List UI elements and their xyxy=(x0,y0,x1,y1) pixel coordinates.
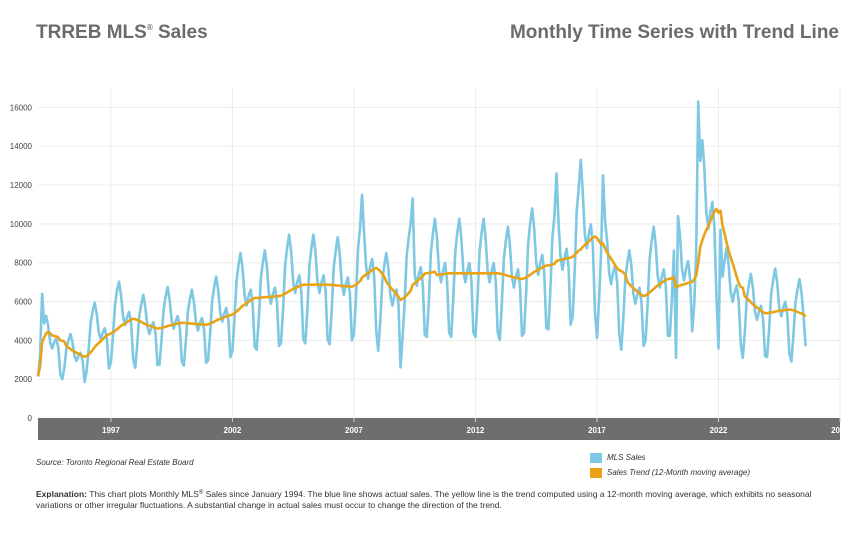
legend-item-sales: MLS Sales xyxy=(590,450,750,465)
legend-item-trend: Sales Trend (12-Month moving average) xyxy=(590,465,750,480)
y-tick-label: 10000 xyxy=(10,220,33,229)
y-tick-label: 6000 xyxy=(14,298,32,307)
y-tick-label: 4000 xyxy=(14,336,32,345)
explanation-note: Explanation: This chart plots Monthly ML… xyxy=(36,489,812,510)
x-axis: 1997 2002 2007 2012 2017 2022 2027 xyxy=(102,418,849,435)
legend: MLS Sales Sales Trend (12-Month moving a… xyxy=(590,450,750,480)
x-tick-label: 2012 xyxy=(467,426,485,435)
legend-swatch-sales xyxy=(590,452,602,463)
y-tick-label: 2000 xyxy=(14,375,32,384)
y-tick-label: 14000 xyxy=(10,142,33,151)
legend-label-sales: MLS Sales xyxy=(607,453,646,462)
y-tick-label: 16000 xyxy=(10,103,33,112)
chart-title: TRREB MLS® Sales xyxy=(36,22,208,43)
chart-subtitle: Monthly Time Series with Trend Line xyxy=(509,22,839,43)
x-axis-band xyxy=(38,418,840,440)
x-tick-label: 2007 xyxy=(345,426,363,435)
series-sales-trend xyxy=(36,207,807,377)
legend-label-trend: Sales Trend (12-Month moving average) xyxy=(607,468,751,477)
x-tick-label: 1997 xyxy=(102,426,120,435)
y-tick-label: 12000 xyxy=(10,181,33,190)
y-tick-label: 8000 xyxy=(14,259,32,268)
x-tick-label: 2002 xyxy=(224,426,242,435)
y-axis: 0 2000 4000 6000 8000 10000 12000 14000 16000 xyxy=(10,103,33,423)
y-tick-label: 0 xyxy=(28,414,33,423)
x-tick-label: 2027 xyxy=(831,426,849,435)
x-tick-label: 2017 xyxy=(588,426,606,435)
x-tick-label: 2022 xyxy=(710,426,728,435)
source-note: Source: Toronto Regional Real Estate Boa… xyxy=(36,458,194,467)
legend-swatch-trend xyxy=(590,467,602,478)
